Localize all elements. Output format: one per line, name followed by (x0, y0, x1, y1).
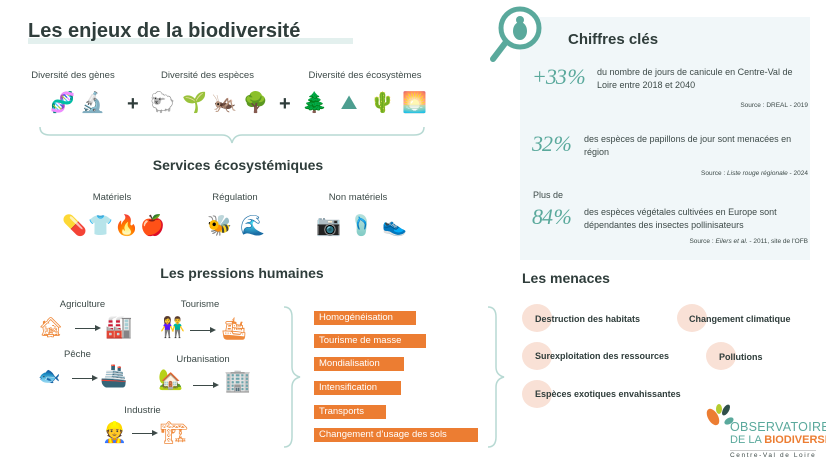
label-regulation: Régulation (212, 192, 258, 203)
threat-dot (706, 342, 736, 370)
arrow (132, 430, 158, 436)
source-italic: Eilers et al. (715, 238, 748, 245)
source-suffix: - 2024 (787, 170, 808, 177)
logo-line3: Centre-Val de Loire (730, 450, 817, 459)
stat-source: Source : DREAL - 2019 (740, 102, 808, 109)
mountain-icon: ⛰ (340, 92, 358, 114)
fish-hook-icon: 🐟 (38, 366, 61, 386)
threat-dot (677, 304, 707, 332)
pressure-bar: Changement d’usage des sols (314, 428, 478, 442)
label-materiels: Matériels (92, 192, 132, 203)
label-peche: Pêche (64, 349, 91, 360)
pressure-bar: Homogénéisation (314, 311, 416, 325)
brace-left (283, 306, 301, 448)
logo-line2a: DE LA (730, 434, 765, 446)
threat-item: Pollutions (719, 352, 763, 362)
forest-icon: 🌲 (302, 92, 327, 114)
grasshopper-icon: 🦗 (212, 92, 237, 114)
pressure-bar: Tourisme de masse (314, 334, 426, 348)
pressions-title: Les pressions humaines (160, 265, 324, 281)
label-ecosystems: Diversité des écosystèmes (308, 70, 422, 81)
people-icon: 👫 (160, 317, 185, 339)
camera-icon: 📷 (316, 215, 341, 237)
logo-petals-icon (706, 404, 734, 426)
logo-line1: OBSERVATOIRE (730, 420, 826, 434)
cactus-icon: 🌵 (370, 92, 395, 114)
threat-dot (522, 380, 552, 408)
label-genes: Diversité des gènes (31, 70, 115, 81)
label-urbanisation: Urbanisation (176, 354, 230, 365)
arrow (190, 327, 216, 333)
arrow (72, 375, 98, 381)
label-non-materiels: Non matériels (328, 192, 388, 203)
welder-icon: 👷 (102, 422, 127, 444)
tree-icon: 🌳 (243, 92, 268, 114)
wave-icon: 🌊 (240, 215, 265, 237)
page-title: Les enjeux de la biodiversité (28, 20, 301, 42)
pressure-bar: Transports (314, 405, 386, 419)
dna-icon: 🧬 (50, 92, 75, 114)
stat-source: Source : Liste rouge régionale - 2024 (701, 170, 808, 177)
threat-item: Surexploitation des ressources (535, 351, 670, 361)
bee-icon: 🐝 (207, 215, 232, 237)
plus-sign: + (279, 93, 291, 115)
magnifier-bug-icon (490, 6, 542, 62)
fishing-boat-icon: 🚢 (100, 363, 128, 388)
logo-line2b: BIODIVERSITÉ (764, 434, 826, 446)
label-tourisme: Tourisme (180, 299, 220, 310)
threat-dot (522, 304, 552, 332)
sunset-sea-icon: 🌅 (402, 92, 427, 114)
brace-under (39, 126, 425, 144)
label-industrie: Industrie (124, 405, 161, 416)
source-italic: Liste rouge régionale (727, 170, 788, 177)
services-title: Services écosystémiques (152, 157, 324, 173)
stat-text: des espèces végétales cultivées en Europ… (584, 207, 777, 230)
stat-prefix: Plus de (533, 190, 564, 200)
factory-icon: 🏭 (105, 314, 133, 339)
stat-value: 32 % (532, 131, 572, 156)
sheep-icon: 🐑 (150, 92, 175, 114)
logo-line2: DE LA BIODIVERSITÉ (730, 434, 826, 446)
tshirt-icon: 👕 (88, 215, 113, 237)
source-prefix: Source : (701, 170, 728, 177)
crane-icon: 🏗 (160, 420, 188, 445)
flippers-icon: 🩴 (349, 215, 374, 237)
stat-value: 84 % (532, 204, 572, 229)
threat-item: Espèces exotiques envahissantes (535, 389, 681, 399)
arrow (193, 382, 219, 388)
threats-title: Les menaces (522, 270, 610, 286)
campfire-icon: 🔥 (114, 215, 139, 237)
house-icon: 🏡 (158, 369, 183, 391)
pressure-bar: Mondialisation (314, 357, 404, 371)
medicine-icon: 💊 (62, 215, 87, 237)
threat-item: Destruction des habitats (535, 314, 641, 324)
source-prefix: Source : (689, 238, 716, 245)
buildings-icon: 🏢 (224, 368, 252, 393)
arrow (75, 325, 101, 331)
key-figures-panel (520, 17, 810, 260)
sprout-icon: 🌱 (182, 92, 207, 114)
cruise-ship-icon: 🛳 (220, 316, 248, 341)
stat-text: des espèces de papillons de jour sont me… (584, 134, 792, 157)
source-suffix: - 2011, site de l'OFB (747, 238, 808, 245)
hiking-shoe-icon: 👟 (382, 215, 407, 237)
threat-item: Changement climatique (689, 314, 791, 324)
key-figures-title: Chiffres clés (568, 31, 659, 48)
brace-right (487, 306, 505, 448)
microscope-icon: 🔬 (80, 92, 105, 114)
label-agriculture: Agriculture (59, 299, 106, 310)
farm-icon: 🏚 (38, 317, 64, 339)
apple-icon: 🍎 (140, 215, 165, 237)
stat-source: Source : Eilers et al. - 2011, site de l… (689, 238, 808, 245)
plus-sign: + (127, 93, 139, 115)
threat-dot (522, 342, 552, 370)
label-species: Diversité des espèces (161, 70, 254, 81)
stat-value: +33 % (532, 64, 586, 89)
stat-text: du nombre de jours de canicule en Centre… (597, 67, 793, 90)
pressure-bar: Intensification (314, 381, 401, 395)
